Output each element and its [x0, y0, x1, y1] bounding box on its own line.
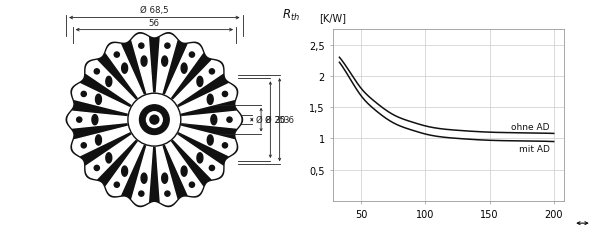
- Polygon shape: [122, 64, 128, 74]
- Polygon shape: [179, 84, 236, 113]
- Polygon shape: [162, 173, 167, 183]
- Polygon shape: [173, 135, 223, 179]
- Polygon shape: [73, 127, 130, 156]
- Polygon shape: [179, 127, 236, 156]
- Polygon shape: [86, 135, 136, 179]
- Circle shape: [209, 166, 215, 171]
- Circle shape: [140, 105, 169, 135]
- Polygon shape: [207, 95, 213, 105]
- Polygon shape: [86, 61, 136, 105]
- Polygon shape: [181, 112, 241, 128]
- Text: $R_{th}$: $R_{th}$: [282, 8, 300, 23]
- Text: ohne AD: ohne AD: [511, 122, 550, 131]
- Polygon shape: [181, 166, 187, 176]
- Polygon shape: [141, 173, 147, 183]
- Circle shape: [190, 182, 194, 188]
- Polygon shape: [197, 77, 203, 87]
- Circle shape: [146, 112, 162, 128]
- Polygon shape: [181, 64, 187, 74]
- Polygon shape: [122, 166, 128, 176]
- Circle shape: [139, 44, 144, 49]
- Circle shape: [165, 44, 170, 49]
- Polygon shape: [162, 57, 167, 67]
- Polygon shape: [95, 135, 101, 146]
- Text: 56: 56: [149, 19, 160, 28]
- Polygon shape: [106, 77, 112, 87]
- Polygon shape: [73, 84, 130, 113]
- Text: Ø 8: Ø 8: [256, 116, 271, 125]
- Circle shape: [94, 166, 100, 171]
- Circle shape: [81, 92, 86, 97]
- Text: 35: 35: [274, 116, 285, 125]
- Circle shape: [223, 143, 227, 148]
- Circle shape: [139, 191, 144, 196]
- Circle shape: [223, 92, 227, 97]
- Polygon shape: [197, 153, 203, 163]
- Circle shape: [165, 191, 170, 196]
- Circle shape: [77, 118, 82, 123]
- Text: [K/W]: [K/W]: [319, 13, 346, 23]
- Polygon shape: [68, 112, 128, 128]
- Polygon shape: [132, 146, 152, 205]
- Polygon shape: [141, 57, 147, 67]
- Polygon shape: [66, 33, 242, 207]
- Text: mit AD: mit AD: [519, 144, 550, 153]
- Circle shape: [128, 94, 181, 146]
- Polygon shape: [157, 146, 177, 205]
- Circle shape: [209, 70, 215, 75]
- Circle shape: [150, 116, 159, 125]
- Polygon shape: [132, 35, 152, 94]
- Polygon shape: [106, 45, 143, 98]
- Polygon shape: [207, 135, 213, 146]
- Circle shape: [81, 143, 86, 148]
- Text: Ø 20: Ø 20: [265, 116, 285, 125]
- Circle shape: [190, 53, 194, 58]
- Polygon shape: [106, 142, 143, 196]
- Circle shape: [114, 182, 119, 188]
- Circle shape: [227, 118, 232, 123]
- Polygon shape: [106, 153, 112, 163]
- Text: Ø 68,5: Ø 68,5: [140, 6, 169, 15]
- Polygon shape: [92, 115, 98, 125]
- Polygon shape: [166, 142, 203, 196]
- Polygon shape: [173, 61, 223, 105]
- Circle shape: [114, 53, 119, 58]
- Text: 36: 36: [283, 116, 295, 125]
- Polygon shape: [166, 45, 203, 98]
- Polygon shape: [211, 115, 217, 125]
- Circle shape: [94, 70, 100, 75]
- Polygon shape: [95, 95, 101, 105]
- Polygon shape: [157, 35, 177, 94]
